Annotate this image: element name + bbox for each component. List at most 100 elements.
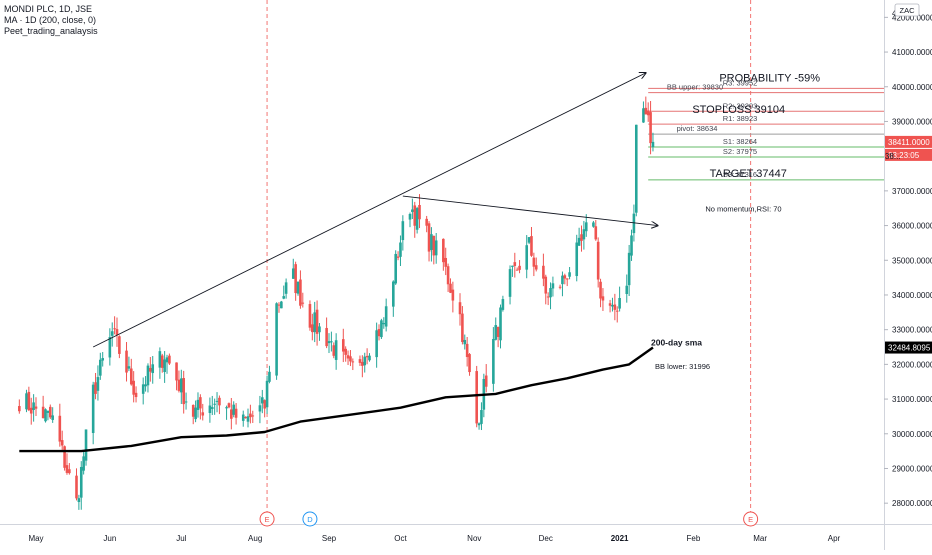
last-price-badge[interactable]: 38411.0000 (885, 135, 932, 148)
sma-value-badge[interactable]: 32484.8095 (885, 341, 932, 354)
candle-body (649, 112, 652, 144)
candle-body (163, 359, 166, 373)
candle-body (377, 329, 381, 337)
candle-body (284, 282, 288, 294)
candle-body (413, 205, 417, 226)
annotation-text: BB lower: 31996 (655, 362, 710, 371)
annotation-text: TARGET 37447 (710, 168, 787, 180)
countdown-badge-label: 03:23:05 (888, 151, 920, 160)
candle-body (291, 268, 295, 279)
candle-body (301, 302, 305, 304)
candle-body (132, 380, 135, 395)
candle-body (249, 413, 252, 418)
candle-body (592, 222, 595, 227)
y-tick-label: 34000.0000 (892, 291, 932, 300)
candle-body (430, 234, 433, 250)
candle-body (25, 393, 28, 410)
candle-body (349, 356, 352, 362)
candle-body (191, 404, 195, 417)
x-tick-label: 2021 (611, 534, 629, 543)
trendline[interactable] (402, 195, 658, 225)
currency-badge[interactable]: ZAC (894, 3, 920, 17)
candle-body (363, 356, 367, 366)
candle-body (151, 364, 155, 374)
y-tick-label: 42000.0000 (892, 13, 932, 22)
x-tick-label: Sep (322, 534, 337, 543)
ma-indicator-label[interactable]: MA · 1D (200, close, 0) (4, 15, 97, 25)
y-tick-label: 39000.0000 (892, 117, 932, 126)
candle-body (258, 405, 262, 412)
candle-body (601, 296, 605, 301)
candle-body (515, 269, 519, 271)
trendline[interactable] (92, 73, 646, 348)
candle-body (213, 403, 216, 405)
candle-body (110, 331, 114, 336)
candle-body (63, 446, 66, 468)
candle-body (382, 322, 386, 325)
event-marker-label: E (748, 515, 753, 524)
candle-body (94, 382, 97, 394)
candle-body (18, 406, 21, 412)
event-marker[interactable]: D (302, 511, 318, 527)
y-tick-label: 31000.0000 (892, 395, 932, 404)
candle-body (84, 429, 88, 461)
candle-body (344, 348, 347, 355)
candle-body (499, 307, 502, 341)
candle-body (27, 391, 31, 411)
candle-body (625, 285, 629, 295)
candle-body (451, 289, 455, 301)
x-tick-label: Feb (687, 534, 701, 543)
annotation-text: STOPLOSS 39104 (692, 104, 785, 116)
annotation-text: PROBABILITY -59% (719, 73, 820, 85)
candle-body (332, 345, 336, 356)
candle-body (48, 406, 52, 418)
candle-body (299, 279, 302, 306)
candle-body (79, 466, 83, 498)
trendlines[interactable] (92, 73, 658, 348)
script-label[interactable]: Peet_trading_analaysis (4, 26, 98, 36)
y-tick-label: 30000.0000 (892, 430, 932, 439)
countdown-badge[interactable]: 03:23:05 (885, 148, 932, 161)
event-marker[interactable]: E (743, 511, 759, 527)
candle-body (199, 397, 202, 409)
candle-body (168, 355, 171, 364)
event-marker-label: E (265, 515, 270, 524)
candle-body (542, 265, 545, 279)
candle-body (494, 325, 498, 340)
event-marker[interactable]: E (259, 511, 275, 527)
event-marker-circle (743, 511, 759, 527)
candle-body (232, 404, 236, 415)
candle-body (401, 221, 405, 241)
candle-body (246, 416, 250, 422)
candle-body (575, 242, 579, 277)
candle-body (365, 355, 369, 358)
candle-body (392, 281, 395, 307)
level-label: R2: 39293 (723, 101, 758, 110)
candle-body (394, 253, 397, 284)
candle-body (549, 288, 552, 298)
candle-body (34, 406, 38, 409)
candle-body (129, 368, 133, 385)
candle-body (618, 297, 621, 309)
candle-body (399, 242, 402, 257)
x-tick-label: Jun (103, 534, 116, 543)
candle-body (60, 440, 64, 446)
candle-body (496, 326, 500, 337)
candle-body (525, 245, 529, 270)
candle-body (313, 312, 317, 333)
symbol-title[interactable]: MONDI PLC, 1D, JSE (4, 4, 93, 14)
candle-body (380, 320, 383, 338)
candle-body (244, 416, 247, 419)
candle-body (146, 365, 150, 386)
candle-body (160, 355, 164, 368)
candle-body (580, 234, 583, 241)
x-tick-label: Jul (176, 534, 186, 543)
y-tick-label: 33000.0000 (892, 326, 932, 335)
candle-body (265, 380, 269, 408)
candle-body (196, 399, 200, 410)
y-tick-label: 32000.0000 (892, 360, 932, 369)
